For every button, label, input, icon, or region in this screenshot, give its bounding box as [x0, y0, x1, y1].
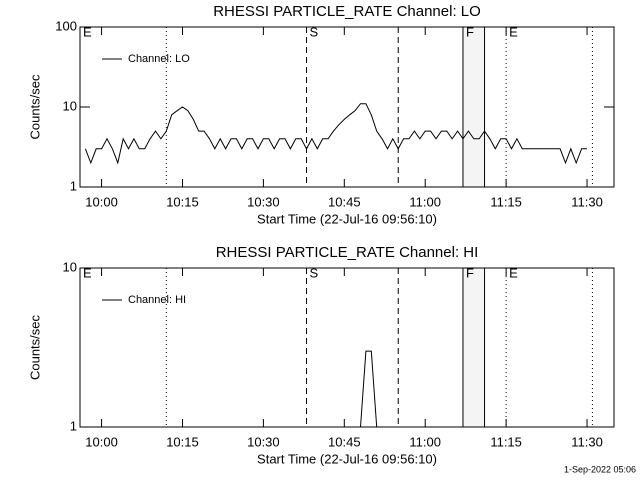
y-tick-label: 1: [70, 418, 77, 433]
y-axis-label: Counts/sec: [27, 74, 42, 140]
y-tick-label: 10: [63, 259, 77, 274]
x-tick-label: 10:00: [85, 194, 118, 209]
event-label: S: [310, 265, 319, 280]
x-tick-label: 10:15: [166, 194, 199, 209]
chart-title: RHESSI PARTICLE_RATE Channel: HI: [216, 244, 479, 261]
x-axis-label: Start Time (22-Jul-16 09:56:10): [257, 451, 437, 466]
x-tick-label: 11:15: [490, 434, 522, 449]
x-tick-label: 10:45: [328, 194, 361, 209]
x-axis-label: Start Time (22-Jul-16 09:56:10): [257, 211, 437, 226]
data-line: [360, 350, 378, 428]
y-tick-label: 1: [70, 178, 77, 193]
chart-title: RHESSI PARTICLE_RATE Channel: LO: [213, 3, 481, 20]
y-axis-label: Counts/sec: [27, 314, 42, 380]
footer: 1-Sep-2022 05:06: [564, 464, 636, 474]
legend-label: Channel: HI: [128, 294, 186, 306]
event-label: E: [83, 24, 92, 39]
event-label: E: [83, 265, 92, 280]
data-line: [84, 103, 587, 165]
plot-frame: [79, 26, 615, 188]
legend-label: Channel: LO: [128, 53, 190, 65]
x-tick-label: 11:30: [571, 434, 603, 449]
x-tick-label: 10:30: [247, 434, 280, 449]
event-label: E: [509, 24, 518, 39]
event-label: S: [310, 24, 319, 39]
x-tick-label: 11:30: [571, 194, 603, 209]
x-tick-label: 11:00: [409, 194, 441, 209]
x-tick-label: 10:00: [85, 434, 118, 449]
shaded-span: [462, 268, 485, 427]
event-label: F: [466, 24, 474, 39]
event-label: F: [466, 265, 474, 280]
event-label: E: [509, 265, 518, 280]
y-tick-label: 100: [55, 18, 77, 33]
x-tick-label: 10:30: [247, 194, 280, 209]
x-tick-label: 10:15: [166, 434, 199, 449]
shaded-span: [462, 27, 485, 187]
plot-frame: [79, 267, 615, 428]
x-tick-label: 11:00: [409, 434, 441, 449]
x-tick-label: 10:45: [328, 434, 361, 449]
y-tick-label: 10: [63, 98, 77, 113]
x-tick-label: 11:15: [490, 194, 522, 209]
